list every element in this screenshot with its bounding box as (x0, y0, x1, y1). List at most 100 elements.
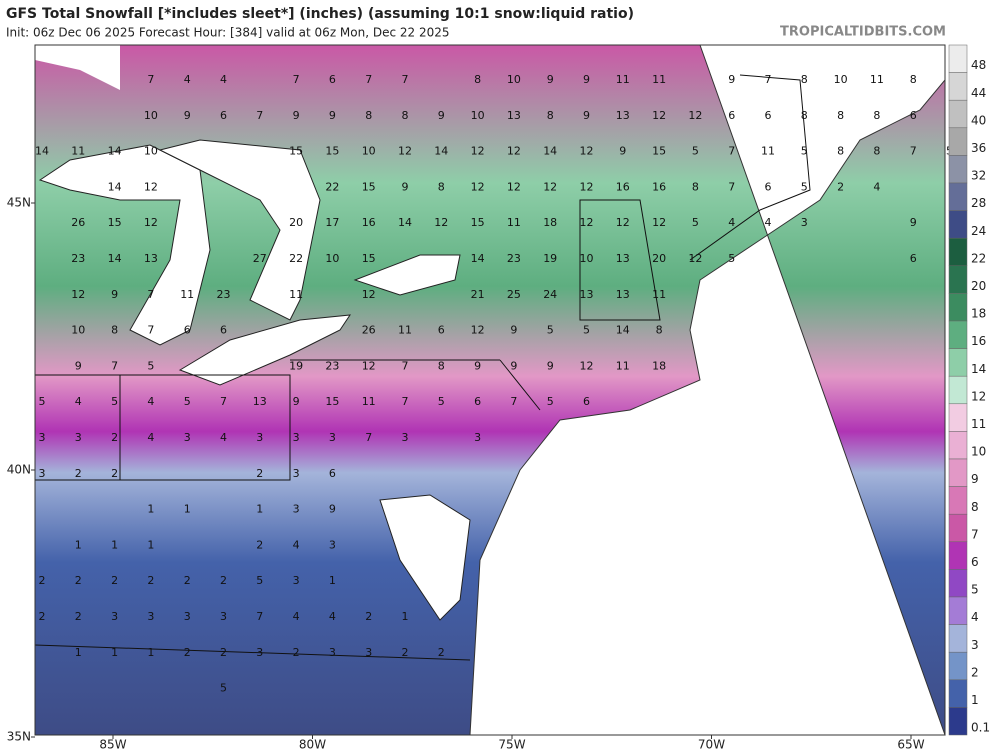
point-label: 6 (728, 109, 735, 122)
point-label: 4 (147, 395, 154, 408)
lon-label: 75W (498, 738, 525, 752)
point-label: 9 (510, 324, 517, 337)
point-label: 13 (616, 288, 630, 301)
lon-label: 70W (698, 738, 725, 752)
point-label: 15 (471, 216, 485, 229)
point-label: 2 (111, 431, 118, 444)
point-label: 23 (71, 252, 85, 265)
point-label: 11 (616, 73, 630, 86)
lake-erie (178, 314, 352, 386)
colorbar-label: 1 (971, 693, 979, 707)
point-label: 2 (365, 610, 372, 623)
colorbar-swatch (948, 596, 968, 625)
lon-label: 85W (99, 738, 126, 752)
point-label: 9 (293, 395, 300, 408)
point-label: 15 (325, 395, 339, 408)
point-label: 5 (728, 252, 735, 265)
point-label: 4 (220, 431, 227, 444)
point-label: 3 (329, 646, 336, 659)
lake-ontario (353, 254, 461, 296)
point-label: 1 (402, 610, 409, 623)
point-label: 14 (35, 145, 49, 158)
point-label: 9 (111, 288, 118, 301)
colorbar-label: 14 (971, 362, 986, 376)
point-label: 10 (71, 324, 85, 337)
point-label: 1 (147, 646, 154, 659)
point-label: 3 (256, 646, 263, 659)
point-label: 8 (873, 109, 880, 122)
colorbar-swatch (948, 569, 968, 598)
point-label: 5 (547, 395, 554, 408)
point-label: 4 (220, 73, 227, 86)
colorbar-swatch (948, 513, 968, 543)
point-label: 2 (184, 574, 191, 587)
point-label: 11 (761, 145, 775, 158)
point-label: 6 (438, 324, 445, 337)
colorbar-swatch (948, 99, 968, 129)
point-label: 12 (580, 216, 594, 229)
colorbar-label: 40 (971, 113, 986, 127)
point-label: 14 (616, 324, 630, 337)
point-label: 22 (289, 252, 303, 265)
point-label: 10 (834, 73, 848, 86)
point-label: 10 (325, 252, 339, 265)
colorbar-label: 8 (971, 500, 979, 514)
map-area (34, 44, 946, 736)
point-label: 3 (147, 610, 154, 623)
point-label: 9 (547, 359, 554, 372)
point-label: 12 (688, 252, 702, 265)
point-label: 7 (765, 73, 772, 86)
point-label: 15 (325, 145, 339, 158)
point-label: 5 (692, 216, 699, 229)
point-label: 14 (398, 216, 412, 229)
point-label: 12 (652, 216, 666, 229)
point-label: 9 (910, 216, 917, 229)
colorbar-swatch (948, 651, 968, 681)
point-label: 1 (75, 646, 82, 659)
colorbar-label: 6 (971, 555, 979, 569)
colorbar-swatch (948, 707, 968, 736)
point-label: 3 (39, 431, 46, 444)
point-label: 3 (329, 538, 336, 551)
point-label: 2 (256, 467, 263, 480)
point-label: 11 (398, 324, 412, 337)
point-label: 16 (652, 180, 666, 193)
lat-label: 40N (7, 463, 31, 477)
point-label: 9 (293, 109, 300, 122)
point-label: 3 (293, 574, 300, 587)
point-label: 9 (184, 109, 191, 122)
colorbar-label: 7 (971, 527, 979, 541)
point-label: 7 (256, 610, 263, 623)
point-label: 1 (75, 538, 82, 551)
point-label: 9 (402, 180, 409, 193)
map-frame (34, 44, 946, 736)
point-label: 2 (220, 646, 227, 659)
point-label: 6 (329, 73, 336, 86)
lake-michigan (38, 144, 211, 346)
point-label: 5 (583, 324, 590, 337)
point-label: 14 (108, 145, 122, 158)
point-label: 6 (474, 395, 481, 408)
point-label: 12 (688, 109, 702, 122)
point-label: 4 (184, 73, 191, 86)
point-label: 21 (471, 288, 485, 301)
point-label: 8 (438, 359, 445, 372)
point-label: 4 (75, 395, 82, 408)
colorbar-label: 16 (971, 334, 986, 348)
colorbar-label: 5 (971, 583, 979, 597)
point-label: 2 (75, 467, 82, 480)
colorbar-label: 9 (971, 472, 979, 486)
point-label: 1 (111, 538, 118, 551)
point-label: 11 (289, 288, 303, 301)
colorbar-label: 32 (971, 169, 986, 183)
point-label: 3 (402, 431, 409, 444)
point-label: 11 (362, 395, 376, 408)
point-label: 15 (652, 145, 666, 158)
point-label: 1 (111, 646, 118, 659)
point-label: 1 (256, 503, 263, 516)
colorbar-swatch (948, 265, 968, 294)
colorbar-swatch (948, 458, 968, 487)
point-label: 5 (801, 180, 808, 193)
point-label: 7 (147, 288, 154, 301)
point-label: 15 (289, 145, 303, 158)
